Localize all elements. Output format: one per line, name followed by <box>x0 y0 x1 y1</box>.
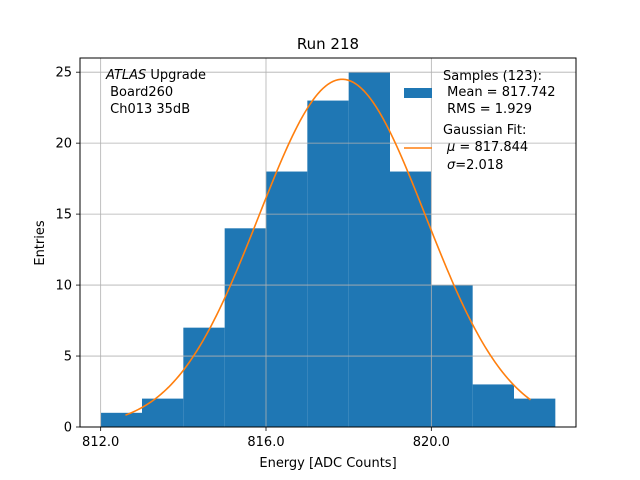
histogram-bar <box>472 384 514 427</box>
board-label: Board260 <box>106 85 173 100</box>
atlas-label: ATLAS Upgrade <box>105 68 206 83</box>
legend-fit-title: Gaussian Fit: <box>443 123 526 138</box>
histogram-bar <box>348 72 390 427</box>
x-tick-label: 820.0 <box>413 435 450 450</box>
histogram-bar <box>224 228 266 427</box>
plot-frame <box>79 57 577 428</box>
histogram-bar <box>514 398 556 427</box>
legend-sigma-symbol: σ <box>447 158 456 173</box>
y-tick-label: 10 <box>55 279 72 294</box>
y-tick-label: 15 <box>55 208 72 223</box>
legend-sigma-value: =2.018 <box>455 158 503 173</box>
histogram-bar <box>307 100 349 428</box>
y-tick-label: 20 <box>55 137 72 152</box>
legend-fit-mu: μ = 817.844 <box>446 140 528 155</box>
y-tick-label: 25 <box>55 66 72 81</box>
y-axis-ticks: 0 5 10 15 20 25 <box>55 66 80 436</box>
histogram-bar <box>100 412 142 427</box>
x-tick-label: 812.0 <box>82 435 119 450</box>
y-axis-label: Entries <box>33 220 48 266</box>
legend-samples-rms: RMS = 1.929 <box>443 102 532 117</box>
chart-title: Run 218 <box>297 35 359 53</box>
legend-samples-mean: Mean = 817.742 <box>443 85 555 100</box>
gaussian-fit-curve <box>125 78 532 416</box>
histogram-bar <box>183 327 225 427</box>
atlas-label-rest: Upgrade <box>146 68 206 83</box>
y-tick-label: 5 <box>64 350 72 365</box>
legend-fit-sigma: σ=2.018 <box>447 158 503 173</box>
histogram-bar <box>266 171 308 427</box>
x-axis-label: Energy [ADC Counts] <box>259 456 396 471</box>
histogram-bar <box>390 171 432 427</box>
channel-label: Ch013 35dB <box>106 102 190 117</box>
legend-mu-symbol: μ <box>446 140 455 155</box>
x-axis-ticks: 812.0 816.0 820.0 <box>82 427 450 450</box>
y-tick-label: 0 <box>64 421 72 436</box>
legend-samples-title: Samples (123): <box>443 69 542 84</box>
x-tick-label: 816.0 <box>247 435 284 450</box>
legend: Samples (123): Mean = 817.742 RMS = 1.92… <box>404 69 555 173</box>
atlas-label-italic: ATLAS <box>105 68 146 83</box>
legend-samples-swatch <box>404 88 432 98</box>
legend-mu-value: = 817.844 <box>455 140 528 155</box>
